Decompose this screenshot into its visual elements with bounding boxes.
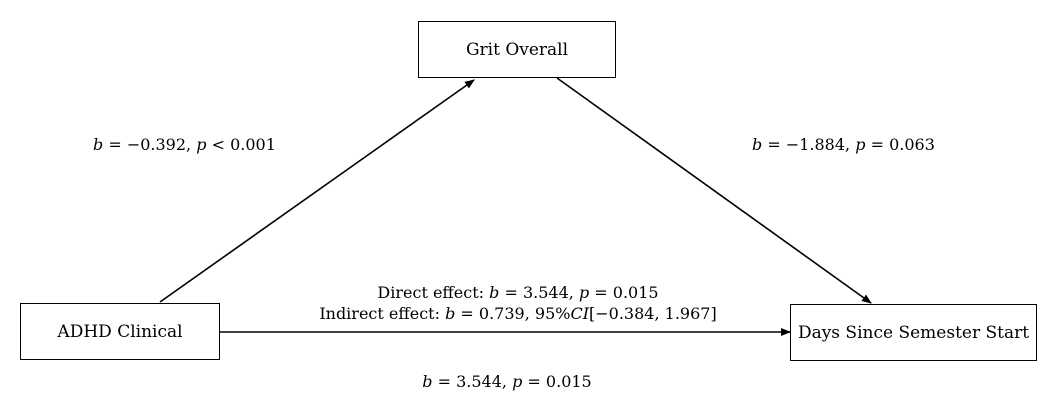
mediator-node: Grit Overall — [418, 21, 616, 78]
path-a-label: b = −0.392, p < 0.001 — [93, 135, 276, 154]
indirect-effect-label: Indirect effect: b = 0.739, 95%CI[−0.384… — [319, 304, 717, 323]
predictor-node: ADHD Clinical — [20, 303, 220, 360]
arrow-predictor-to-mediator — [159, 79, 475, 303]
arrow-mediator-to-outcome — [556, 77, 872, 304]
outcome-node: Days Since Semester Start — [790, 304, 1037, 361]
direct-effect-label: Direct effect: b = 3.544, p = 0.015 — [377, 283, 659, 302]
total-effect-label: b = 3.544, p = 0.015 — [422, 372, 592, 391]
path-b-label: b = −1.884, p = 0.063 — [752, 135, 935, 154]
